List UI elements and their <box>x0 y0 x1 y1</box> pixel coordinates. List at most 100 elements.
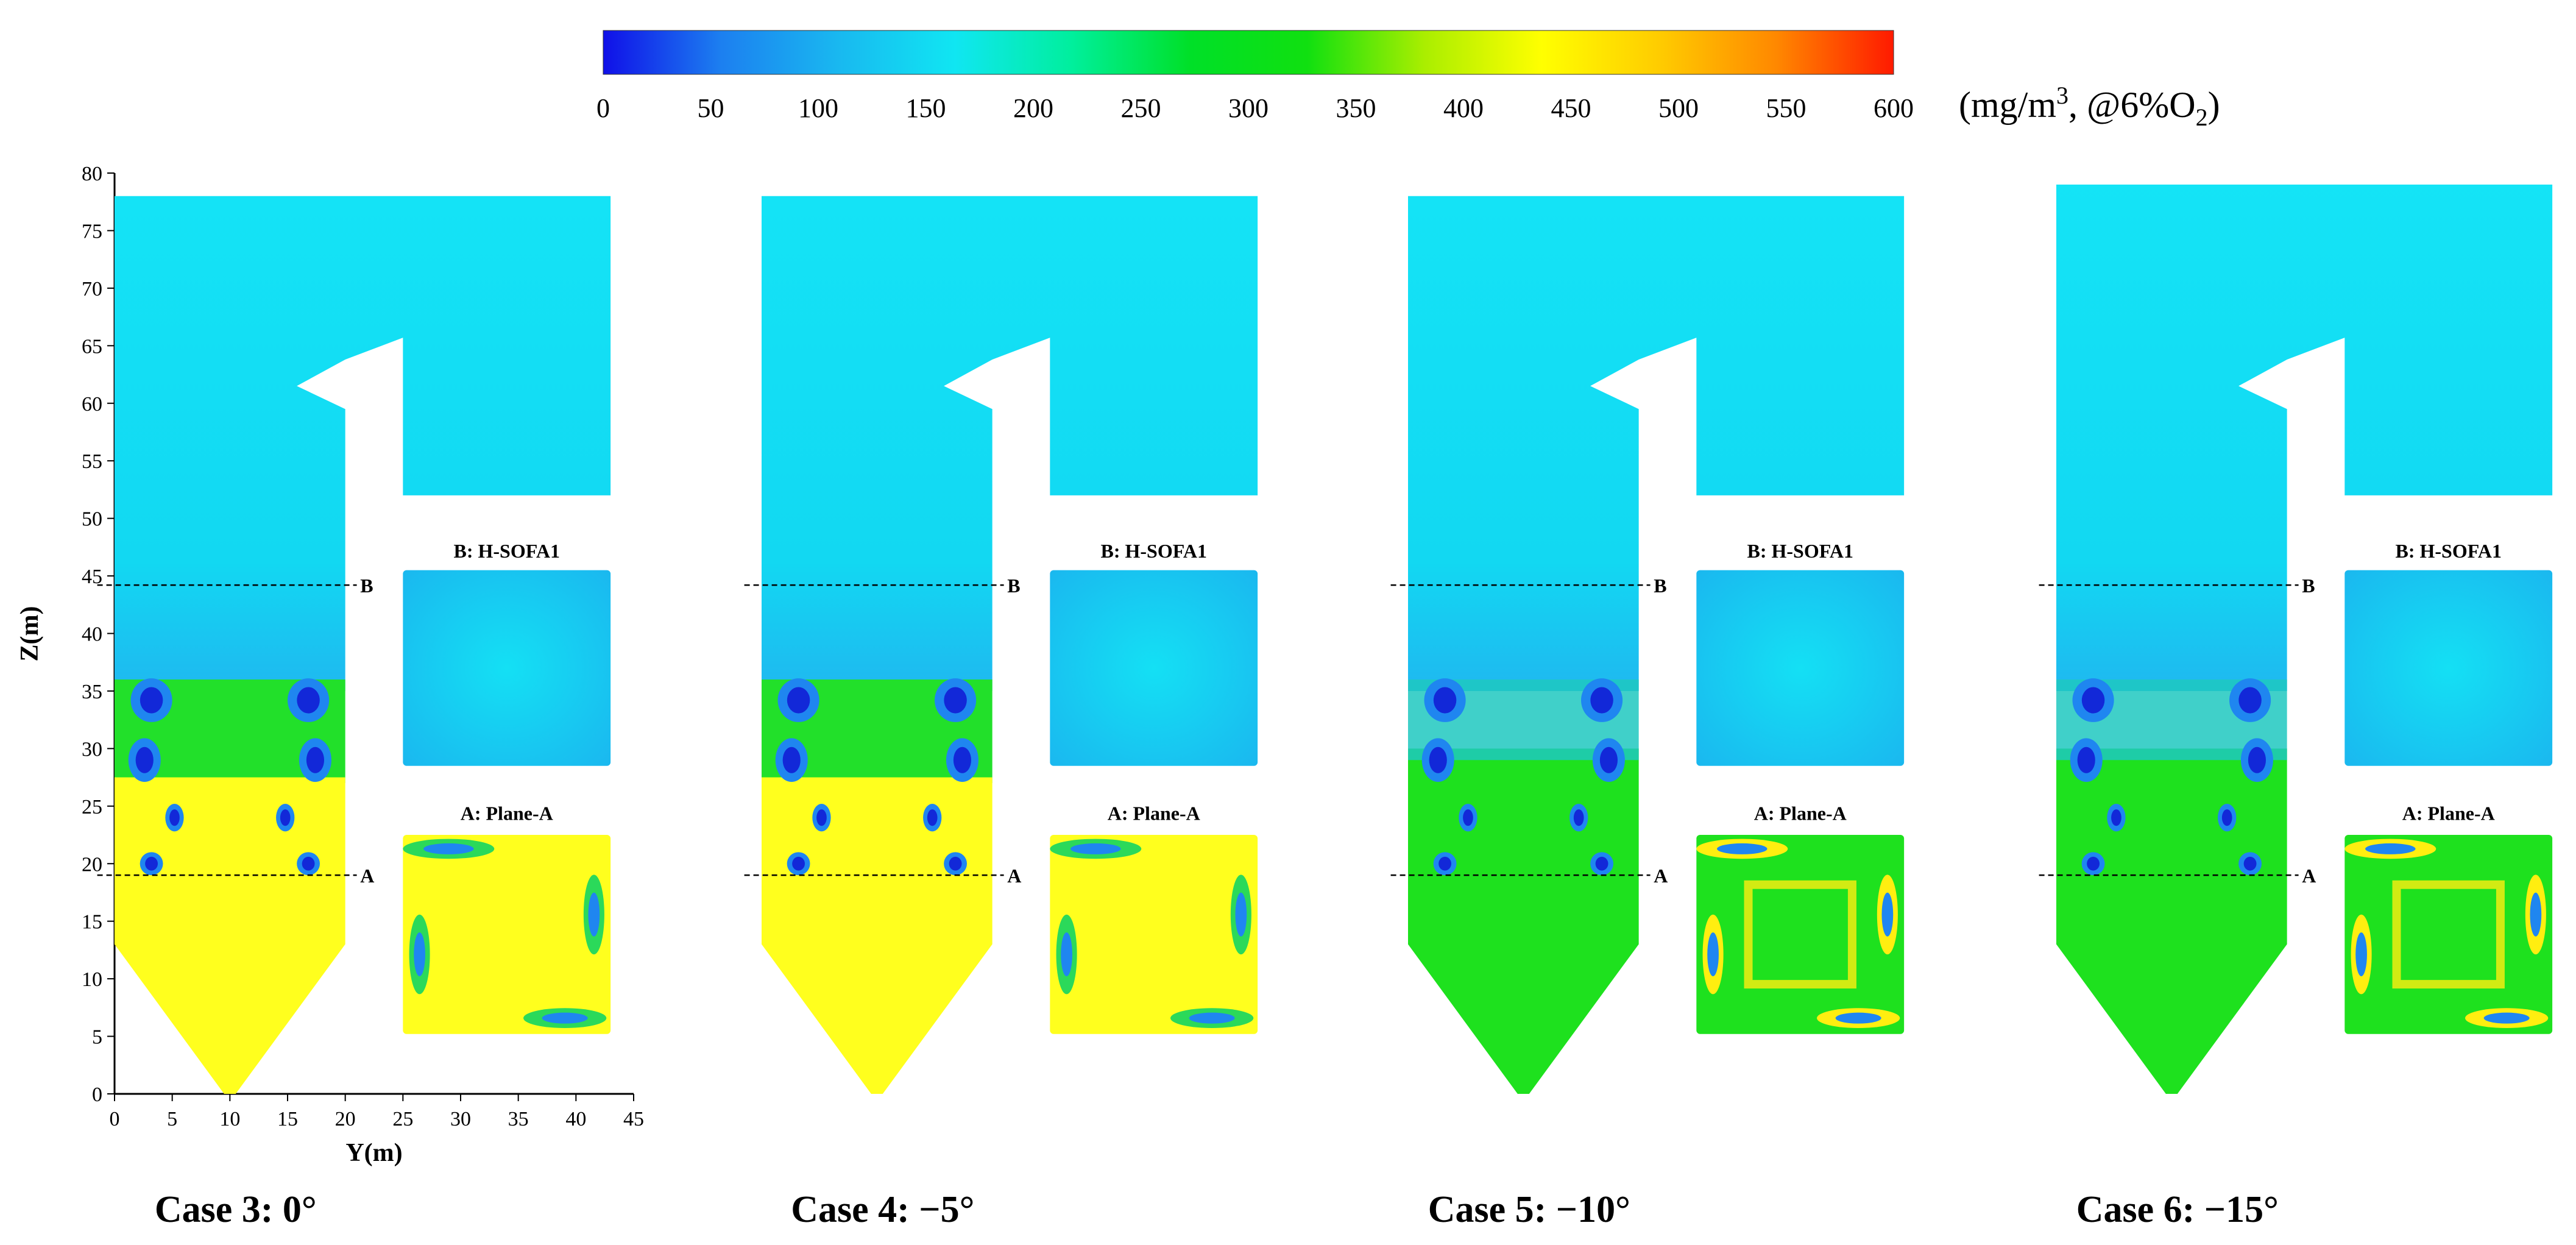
low-value-core <box>2077 747 2095 773</box>
inset-ring <box>1744 880 1856 989</box>
inset-jet-core <box>414 932 425 977</box>
section-label-a: A <box>1654 865 1668 887</box>
inset-jet-core <box>1235 892 1247 937</box>
colorbar-tick-label: 0 <box>596 93 610 123</box>
inset-title-b: B: H-SOFA1 <box>2395 540 2502 562</box>
z-tick-label: 50 <box>82 508 102 531</box>
inset-jet-core <box>1061 932 1072 977</box>
z-axis-ticks: 0 5 10 15 20 25 30 35 40 45 50 55 60 65 70 75 80 <box>82 163 115 1106</box>
inset-jet-core <box>588 892 600 937</box>
inset-plane-b <box>1050 570 1258 766</box>
y-tick-label: 15 <box>277 1108 298 1130</box>
z-tick-label: 30 <box>82 738 102 761</box>
low-value-core <box>306 747 325 773</box>
y-tick-label: 25 <box>392 1108 413 1130</box>
low-value-core <box>944 687 967 714</box>
inset-plane-a <box>1696 835 1905 1034</box>
inset-jet-core <box>2355 932 2367 977</box>
inset-plane-b <box>1696 570 1905 766</box>
section-label-a: A <box>360 865 374 887</box>
y-axis-ticks: 0 5 10 15 20 25 30 35 40 45 <box>110 1094 644 1130</box>
colorbar-tick-label: 400 <box>1443 93 1484 123</box>
inset-jet-core <box>1189 1012 1235 1024</box>
inset-title-a: A: Plane-A <box>1108 802 1200 824</box>
inset-plane-b <box>403 570 611 766</box>
axes: 0 5 10 15 20 25 30 35 40 45 50 55 60 65 70 75 80 0 5 10 15 2… <box>16 163 644 1167</box>
low-value-core <box>953 747 972 773</box>
section-label-a: A <box>2302 865 2316 887</box>
low-value-core <box>792 856 805 871</box>
colorbar-tick-label: 450 <box>1551 93 1591 123</box>
z-tick-label: 5 <box>92 1026 102 1049</box>
low-value-core <box>280 809 291 826</box>
z-tick-label: 20 <box>82 853 102 876</box>
section-label-b: B <box>1654 575 1666 597</box>
colorbar-tick-label: 200 <box>1013 93 1053 123</box>
y-tick-label: 20 <box>335 1108 356 1130</box>
lower-field <box>1408 748 1651 1094</box>
inset-title-a: A: Plane-A <box>1754 802 1847 824</box>
y-tick-label: 35 <box>508 1108 529 1130</box>
case-panel: B A B: H-SOFA1 A: Plane-A Case 4: −5° <box>744 196 1258 1230</box>
z-tick-label: 45 <box>82 566 102 588</box>
y-tick-label: 5 <box>167 1108 177 1130</box>
low-value-core <box>782 747 801 773</box>
z-tick-label: 65 <box>82 335 102 358</box>
case-panels: B A B: H-SOFA1 A: Plane-A Case 3: 0° B A B: H-S… <box>97 184 2553 1230</box>
colorbar-tick-labels: 0 50 100 150 200 250 300 350 400 450 500 550 600 <box>596 93 1914 123</box>
section-label-a: A <box>1007 865 1021 887</box>
case-panel: B A B: H-SOFA1 A: Plane-A Case 5: −10° <box>1390 196 1905 1230</box>
section-label-b: B <box>2302 575 2315 597</box>
low-value-core <box>2243 856 2257 871</box>
inset-ring <box>2392 880 2505 989</box>
case-title: Case 6: −15° <box>2076 1189 2279 1230</box>
low-value-core <box>297 687 320 714</box>
inset-title-a: A: Plane-A <box>2402 802 2495 824</box>
inset-plane-a <box>403 835 611 1034</box>
y-tick-label: 45 <box>623 1108 644 1130</box>
colorbar-gradient <box>603 30 1894 75</box>
inset-jet-core <box>1717 843 1767 854</box>
y-tick-label: 10 <box>219 1108 240 1130</box>
inset-jet-core <box>542 1012 588 1024</box>
z-tick-label: 60 <box>82 393 102 416</box>
low-value-core <box>787 687 810 714</box>
colorbar-unit: (mg/m3, @6%O2) <box>1959 82 2220 131</box>
inset-jet-core <box>2365 843 2416 854</box>
y-tick-label: 40 <box>565 1108 586 1130</box>
inset-plane-a <box>2344 835 2553 1034</box>
lower-field <box>115 777 357 1094</box>
low-value-core <box>949 856 962 871</box>
colorbar-tick-label: 150 <box>906 93 946 123</box>
low-value-core <box>1429 747 1447 773</box>
z-tick-label: 10 <box>82 968 102 991</box>
low-value-core <box>135 747 154 773</box>
inset-jet-core <box>1881 892 1894 937</box>
inset-jet-core <box>2483 1012 2530 1024</box>
low-value-core <box>1438 856 1451 871</box>
z-tick-label: 15 <box>82 911 102 934</box>
z-tick-label: 55 <box>82 450 102 473</box>
colorbar-tick-label: 550 <box>1766 93 1806 123</box>
low-value-core <box>302 856 315 871</box>
colorbar-tick-label: 250 <box>1121 93 1161 123</box>
low-value-core <box>1595 856 1608 871</box>
low-value-core <box>1599 747 1618 773</box>
colorbar-tick-label: 300 <box>1228 93 1269 123</box>
low-value-core <box>816 809 827 826</box>
z-tick-label: 80 <box>82 163 102 185</box>
colorbar-tick-label: 100 <box>798 93 838 123</box>
lower-field <box>762 777 1004 1094</box>
low-value-core <box>140 687 163 714</box>
low-value-core <box>2221 809 2232 826</box>
section-label-b: B <box>360 575 373 597</box>
low-value-core <box>145 856 158 871</box>
inset-plane-b <box>2344 570 2553 766</box>
colorbar-tick-label: 50 <box>698 93 724 123</box>
case-title: Case 5: −10° <box>1428 1189 1630 1230</box>
colorbar: 0 50 100 150 200 250 300 350 400 450 500 550 600 (mg… <box>596 30 2220 131</box>
inset-plane-a <box>1050 835 1258 1034</box>
z-tick-label: 35 <box>82 681 102 703</box>
